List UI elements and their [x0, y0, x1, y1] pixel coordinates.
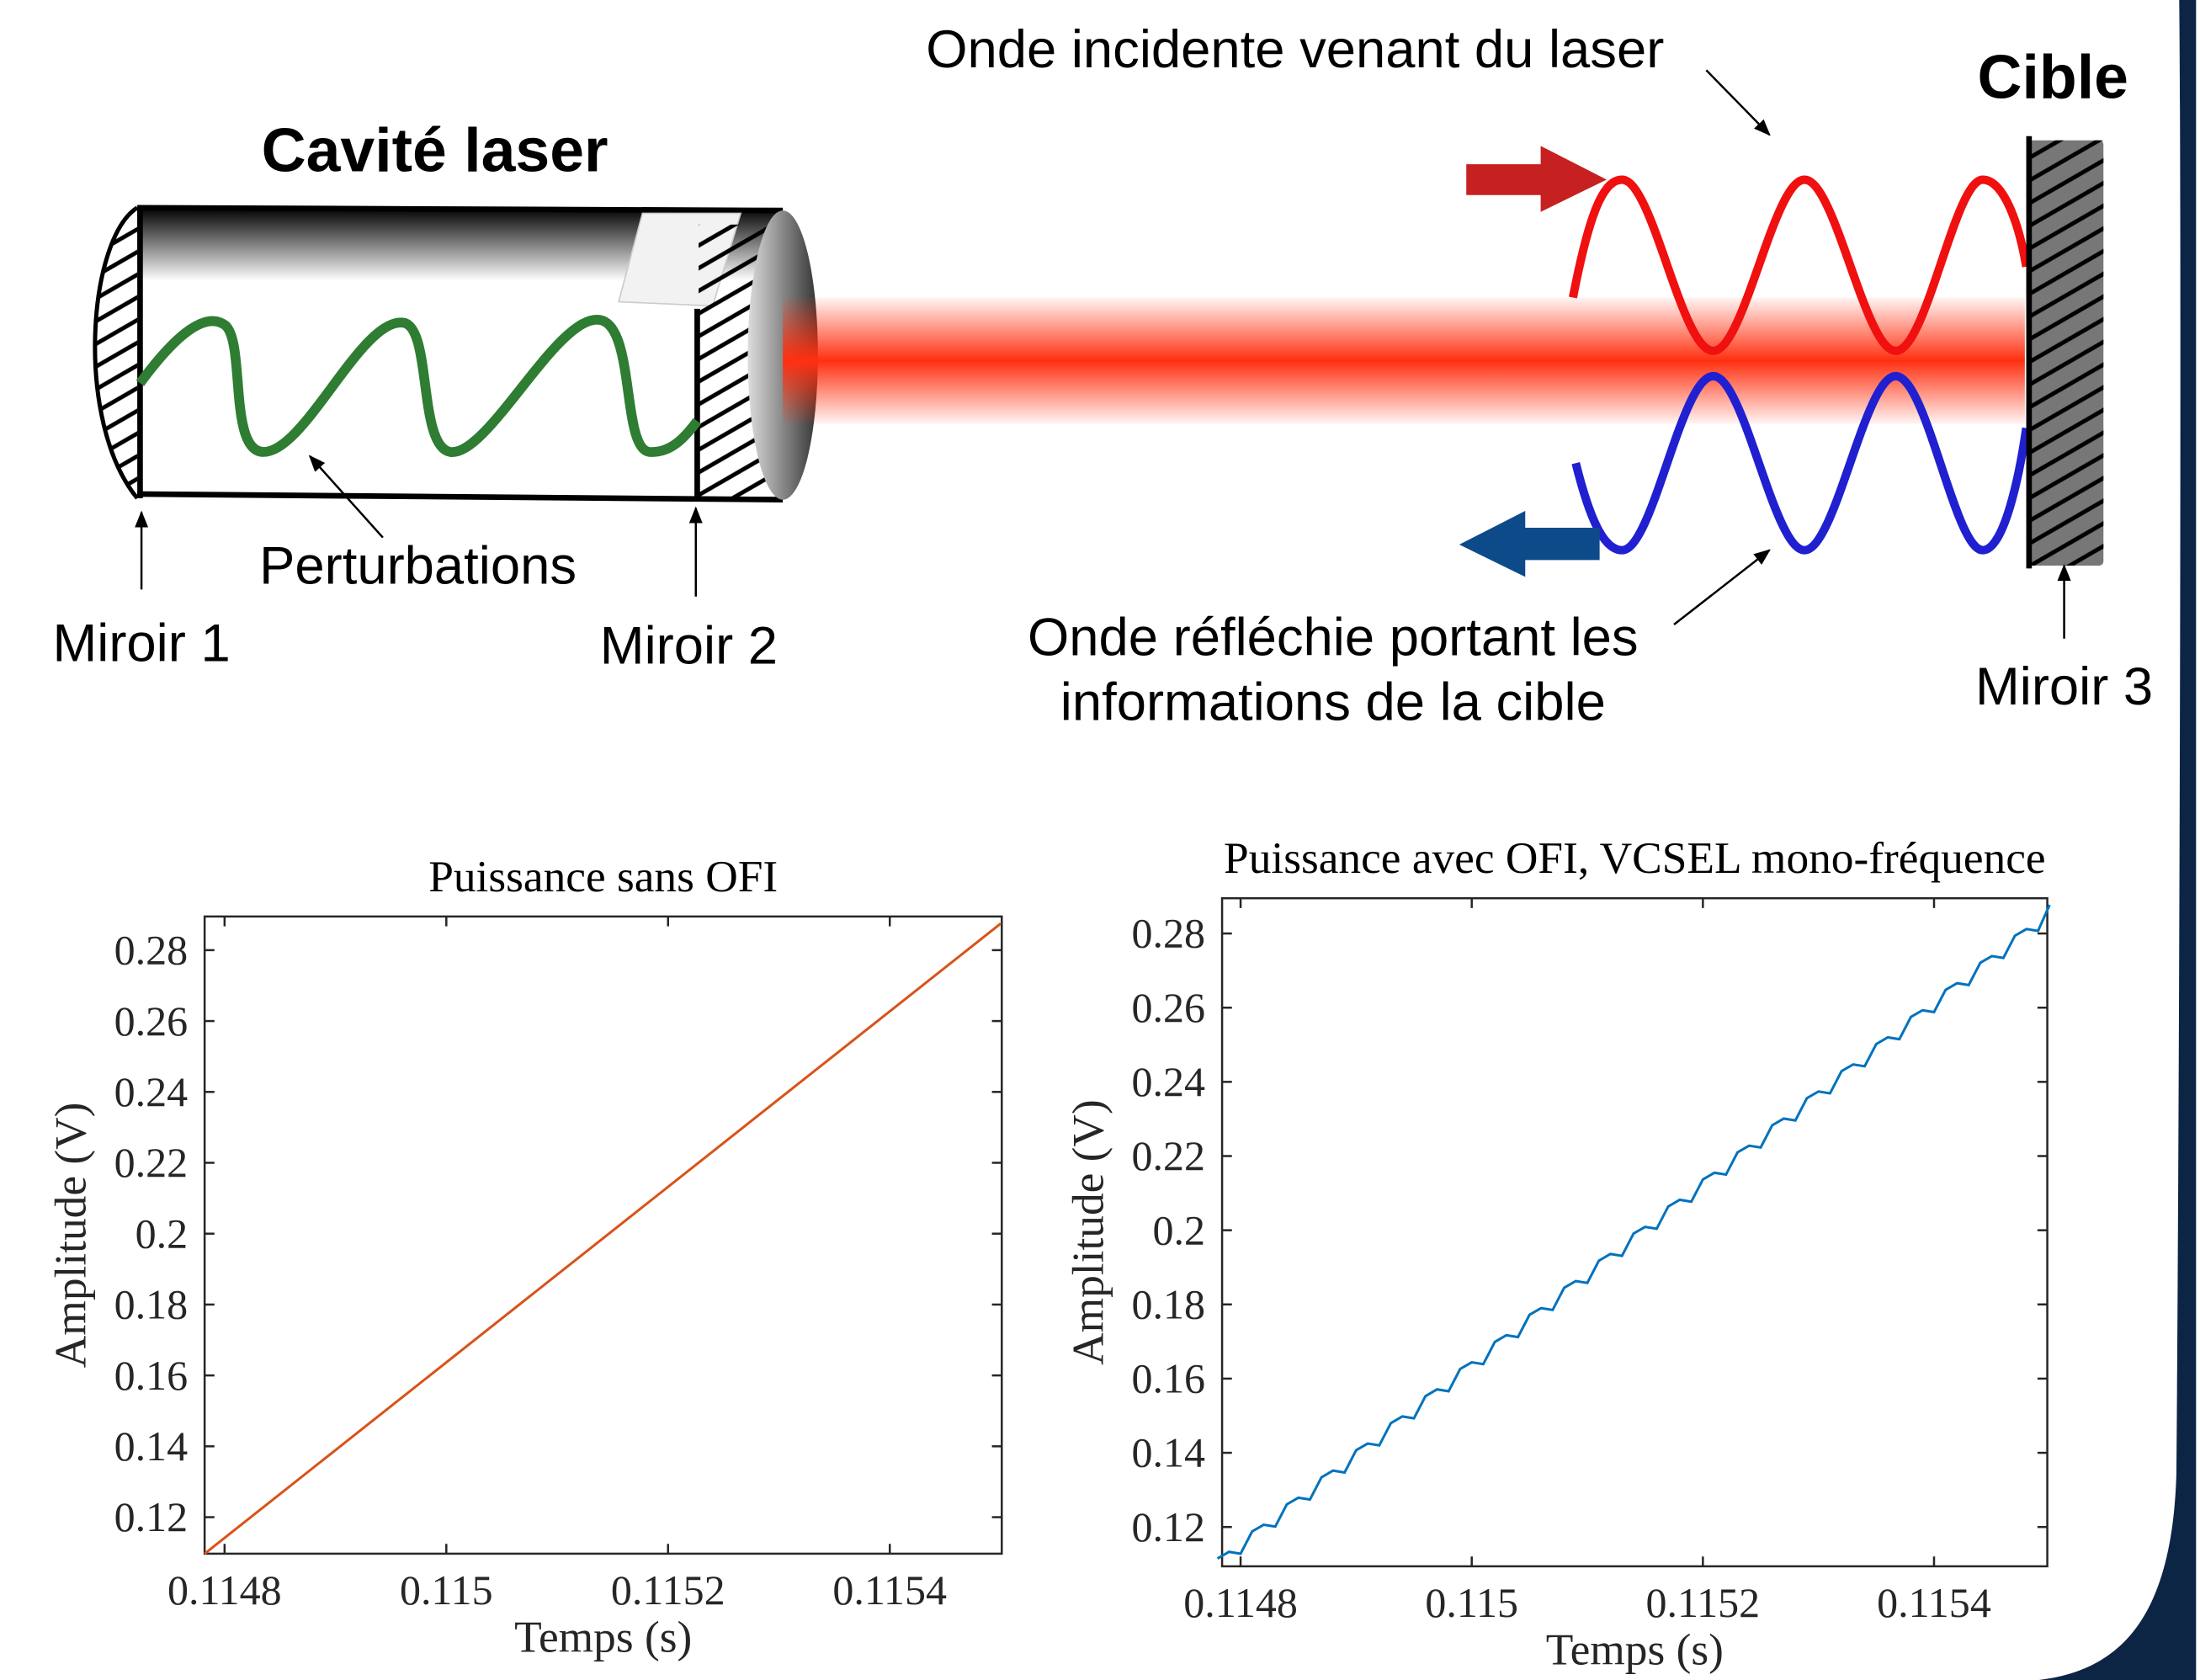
cavity-title: Cavité laser — [262, 115, 608, 184]
y-tick-label: 0.16 — [1132, 1355, 1206, 1402]
plot-frame — [203, 915, 1003, 1555]
y-tick-label: 0.26 — [114, 997, 189, 1045]
x-tick-label: 0.115 — [1425, 1579, 1518, 1626]
y-tick-label: 0.26 — [1132, 984, 1206, 1031]
y-tick-label: 0.28 — [114, 927, 189, 974]
x-tick-label: 0.1148 — [1183, 1579, 1298, 1626]
label: Miroir 2 — [600, 617, 778, 676]
x-tick-label: 0.115 — [400, 1566, 493, 1614]
x-axis-label: Temps (s) — [1546, 1624, 1724, 1675]
chart-title: Puissance sans OFI — [428, 851, 778, 901]
x-axis-label: Temps (s) — [514, 1612, 692, 1662]
laser-beam — [783, 297, 2025, 424]
x-tick-label: 0.1152 — [1645, 1579, 1760, 1626]
x-tick-label: 0.1152 — [611, 1566, 725, 1614]
y-tick-label: 0.24 — [1132, 1058, 1206, 1105]
diagram-labels: Cavité laser Perturbations Miroir 1 Miro… — [52, 20, 2153, 731]
y-tick-label: 0.22 — [1132, 1132, 1206, 1179]
y-axis-label: Amplitude (V) — [1062, 1099, 1113, 1365]
y-tick-label: 0.18 — [1132, 1280, 1206, 1327]
y-tick-label: 0.14 — [114, 1422, 189, 1470]
label: Miroir 3 — [1975, 657, 2153, 716]
y-tick-label: 0.2 — [1153, 1206, 1206, 1253]
y-axis-label: Amplitude (V) — [45, 1103, 95, 1369]
y-tick-label: 0.2 — [136, 1209, 189, 1257]
label: Onde incidente venant du laser — [926, 20, 1664, 79]
y-tick-label: 0.18 — [114, 1281, 189, 1328]
x-tick-label: 0.1148 — [167, 1566, 282, 1614]
label: Perturbations — [259, 537, 577, 596]
label: Miroir 1 — [52, 614, 230, 673]
y-tick-label: 0.22 — [114, 1139, 189, 1186]
page-border — [2038, 0, 2197, 1680]
target — [2026, 136, 2104, 639]
x-tick-label: 0.1154 — [832, 1566, 947, 1614]
chart-title: Puissance avec OFI, VCSEL mono-fréquence — [1224, 832, 2046, 883]
waves — [1459, 69, 2031, 626]
data-line — [204, 922, 1002, 1555]
y-tick-label: 0.16 — [114, 1352, 189, 1399]
chart: 0.1148 0.115 0.1152 0.1154 0.12 0.14 0.16 0.18 0… — [1062, 832, 2051, 1675]
x-tick-label: 0.1154 — [1877, 1579, 1991, 1626]
label: Onde réfléchie portant les — [1028, 609, 1639, 667]
chart: 0.1148 0.115 0.1152 0.1154 0.12 0.14 0.16 0.18 0… — [45, 851, 1003, 1662]
y-tick-label: 0.12 — [114, 1493, 189, 1540]
label: Cible — [1978, 43, 2128, 112]
y-tick-label: 0.12 — [1132, 1503, 1206, 1550]
y-tick-label: 0.24 — [114, 1068, 189, 1115]
label: informations de la cible — [1060, 673, 1606, 731]
y-tick-label: 0.14 — [1132, 1429, 1206, 1476]
y-tick-label: 0.28 — [1132, 910, 1206, 957]
plot-frame — [1220, 896, 2049, 1568]
data-line — [1216, 904, 2051, 1560]
laser-cavity — [93, 205, 818, 597]
